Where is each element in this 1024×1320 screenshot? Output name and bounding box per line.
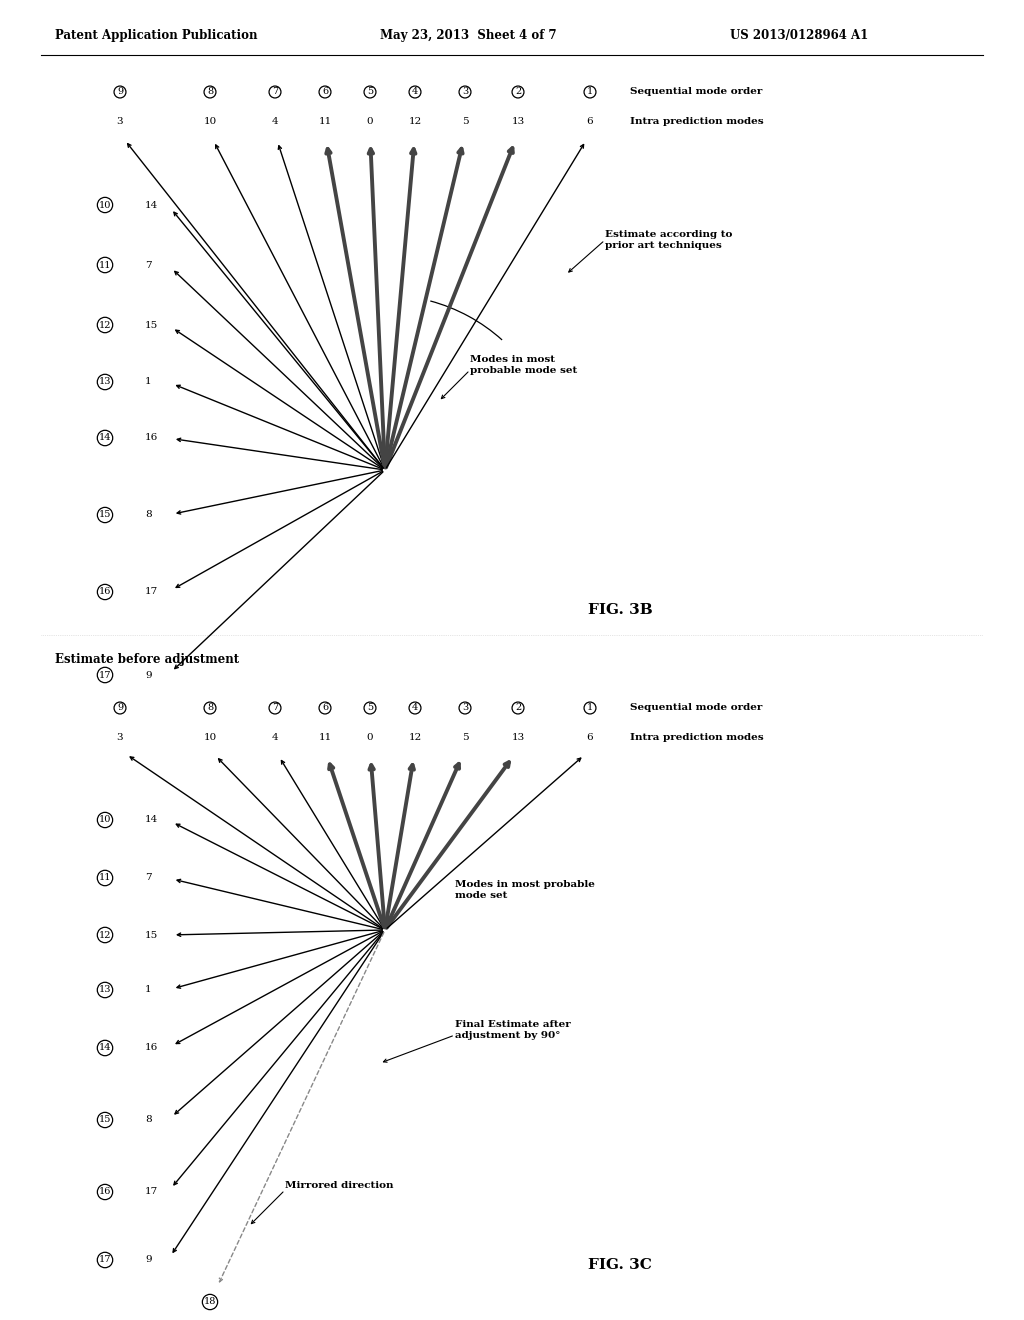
Text: 2: 2	[515, 704, 521, 713]
Text: 13: 13	[98, 986, 112, 994]
Text: 15: 15	[98, 1115, 112, 1125]
Text: May 23, 2013  Sheet 4 of 7: May 23, 2013 Sheet 4 of 7	[380, 29, 557, 41]
Text: 12: 12	[409, 734, 422, 742]
Text: Estimate according to
prior art techniques: Estimate according to prior art techniqu…	[605, 230, 732, 249]
Text: 16: 16	[98, 1188, 112, 1196]
Text: 9: 9	[145, 1255, 152, 1265]
Text: 6: 6	[587, 734, 593, 742]
Text: 14: 14	[145, 201, 159, 210]
Text: 12: 12	[98, 321, 112, 330]
Text: 3: 3	[117, 734, 123, 742]
Text: Mirrored direction: Mirrored direction	[285, 1180, 393, 1189]
Text: Final Estimate after
adjustment by 90°: Final Estimate after adjustment by 90°	[455, 1020, 570, 1040]
Text: 6: 6	[587, 117, 593, 127]
Text: 8: 8	[145, 1115, 152, 1125]
Text: Intra prediction modes: Intra prediction modes	[630, 734, 764, 742]
Text: 14: 14	[145, 816, 159, 825]
Text: 5: 5	[367, 87, 373, 96]
Text: 10: 10	[204, 117, 217, 127]
Text: 1: 1	[587, 704, 593, 713]
Text: US 2013/0128964 A1: US 2013/0128964 A1	[730, 29, 868, 41]
Text: 16: 16	[98, 587, 112, 597]
Text: 9: 9	[117, 87, 123, 96]
Text: 3: 3	[462, 87, 468, 96]
Text: 12: 12	[409, 117, 422, 127]
Text: Modes in most probable
mode set: Modes in most probable mode set	[455, 880, 595, 900]
Text: 11: 11	[318, 117, 332, 127]
Text: 0: 0	[367, 734, 374, 742]
Text: 16: 16	[145, 1044, 159, 1052]
Text: Sequential mode order: Sequential mode order	[630, 87, 763, 96]
Text: 6: 6	[322, 704, 328, 713]
Text: 13: 13	[511, 734, 524, 742]
Text: 16: 16	[145, 433, 159, 442]
Text: 7: 7	[272, 704, 279, 713]
Text: FIG. 3C: FIG. 3C	[588, 1258, 652, 1272]
Text: 4: 4	[412, 704, 418, 713]
Text: Estimate before adjustment: Estimate before adjustment	[55, 653, 240, 667]
Text: 9: 9	[145, 671, 152, 680]
Text: 8: 8	[207, 704, 213, 713]
Text: 1: 1	[145, 986, 152, 994]
Text: 8: 8	[145, 511, 152, 520]
Text: 10: 10	[204, 734, 217, 742]
Text: 4: 4	[271, 734, 279, 742]
Text: FIG. 3B: FIG. 3B	[588, 603, 652, 616]
Text: 15: 15	[145, 321, 159, 330]
Text: 18: 18	[204, 1298, 216, 1307]
Text: 9: 9	[117, 704, 123, 713]
Text: Patent Application Publication: Patent Application Publication	[55, 29, 257, 41]
Text: 6: 6	[322, 87, 328, 96]
Text: 12: 12	[98, 931, 112, 940]
Text: 13: 13	[98, 378, 112, 387]
Text: 10: 10	[98, 201, 112, 210]
Text: 0: 0	[367, 117, 374, 127]
Text: 3: 3	[117, 117, 123, 127]
Text: 17: 17	[98, 671, 112, 680]
Text: 15: 15	[98, 511, 112, 520]
Text: 10: 10	[98, 816, 112, 825]
Text: 17: 17	[145, 587, 159, 597]
Text: 14: 14	[98, 1044, 112, 1052]
Text: 5: 5	[462, 734, 468, 742]
Text: Modes in most
probable mode set: Modes in most probable mode set	[470, 355, 578, 375]
Text: 1: 1	[587, 87, 593, 96]
Text: 17: 17	[98, 1255, 112, 1265]
Text: 15: 15	[145, 931, 159, 940]
Text: 11: 11	[98, 874, 112, 883]
Text: 2: 2	[515, 87, 521, 96]
Text: 7: 7	[272, 87, 279, 96]
Text: 7: 7	[145, 874, 152, 883]
Text: 8: 8	[207, 87, 213, 96]
Text: 13: 13	[511, 117, 524, 127]
Text: 3: 3	[462, 704, 468, 713]
Text: 4: 4	[271, 117, 279, 127]
Text: 14: 14	[98, 433, 112, 442]
Text: 4: 4	[412, 87, 418, 96]
Text: 7: 7	[145, 260, 152, 269]
Text: 5: 5	[462, 117, 468, 127]
Text: 11: 11	[318, 734, 332, 742]
Text: 1: 1	[145, 378, 152, 387]
Text: Sequential mode order: Sequential mode order	[630, 704, 763, 713]
Text: 11: 11	[98, 260, 112, 269]
Text: 5: 5	[367, 704, 373, 713]
Text: Intra prediction modes: Intra prediction modes	[630, 117, 764, 127]
Text: 17: 17	[145, 1188, 159, 1196]
